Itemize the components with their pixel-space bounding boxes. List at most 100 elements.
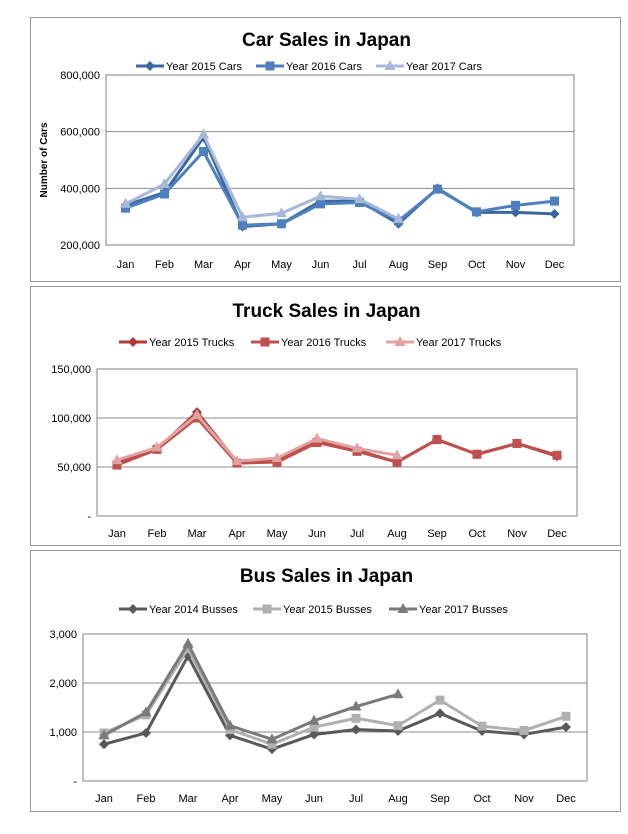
data-point xyxy=(392,457,402,467)
x-tick-label: Sep xyxy=(430,793,450,805)
legend-item: Year 2015 Cars xyxy=(136,61,243,73)
data-point xyxy=(271,452,283,463)
series-line xyxy=(116,416,558,467)
data-point xyxy=(183,644,193,654)
data-point xyxy=(224,719,236,730)
data-point xyxy=(309,729,319,740)
data-point xyxy=(277,219,286,229)
x-tick-label: Jul xyxy=(350,528,364,540)
data-point xyxy=(238,220,247,230)
car-sales-chart-panel: Car Sales in Japan Year 2015 Cars Year 201… xyxy=(30,17,621,282)
data-point xyxy=(435,695,445,705)
data-point xyxy=(182,637,194,648)
truck-sales-chart-panel: Truck Sales in Japan Year 2015 Trucks Year… xyxy=(30,286,621,546)
legend-label: Year 2015 Trucks xyxy=(149,337,235,349)
legend-marker xyxy=(128,604,138,614)
series-2 xyxy=(121,147,559,230)
x-tick-label: Jun xyxy=(308,528,326,540)
data-point xyxy=(309,722,319,732)
x-tick-label: Oct xyxy=(468,528,485,540)
data-point xyxy=(432,435,442,445)
y-tick-label: - xyxy=(73,776,77,788)
y-tick-label: 2,000 xyxy=(49,678,77,690)
x-tick-label: Aug xyxy=(388,793,408,805)
data-point xyxy=(198,128,209,139)
x-tick-label: Oct xyxy=(473,793,490,805)
plot-area xyxy=(105,74,575,246)
x-tick-label: May xyxy=(271,259,292,271)
y-tick-label: 200,000 xyxy=(60,240,100,252)
series-line xyxy=(116,410,558,464)
legend-label: Year 2016 Cars xyxy=(286,61,363,73)
x-tick-label: Dec xyxy=(545,259,565,271)
data-point xyxy=(191,409,203,420)
x-tick-label: Jan xyxy=(117,259,135,271)
x-tick-label: Jan xyxy=(108,528,126,540)
legend-marker xyxy=(262,604,272,614)
bus-sales-chart-panel: Bus Sales in Japan Year 2014 Busses Year 2… xyxy=(30,550,621,812)
legend-label: Year 2015 Cars xyxy=(166,61,243,73)
data-point xyxy=(140,706,152,717)
y-tick-label: 50,000 xyxy=(57,462,91,474)
series-3 xyxy=(111,409,403,466)
series-line xyxy=(116,413,398,463)
data-point xyxy=(112,460,122,470)
data-point xyxy=(472,449,482,459)
bus-sales-chart: Bus Sales in Japan Year 2014 Busses Year 2… xyxy=(49,566,588,805)
data-point xyxy=(267,739,277,749)
series-line xyxy=(103,647,567,746)
data-point xyxy=(392,688,404,699)
legend-item: Year 2017 Cars xyxy=(376,60,483,73)
y-tick-label: 3,000 xyxy=(49,629,77,641)
data-point xyxy=(121,203,130,213)
x-tick-label: Mar xyxy=(179,793,198,805)
data-point xyxy=(351,442,363,453)
data-point xyxy=(549,208,560,219)
chart-title: Bus Sales in Japan xyxy=(240,566,413,587)
series-1 xyxy=(99,651,571,755)
series-1 xyxy=(112,407,562,468)
legend-item: Year 2015 Busses xyxy=(253,604,372,616)
x-tick-label: Feb xyxy=(148,528,167,540)
x-tick-label: Aug xyxy=(387,528,407,540)
legend-item: Year 2017 Busses xyxy=(389,603,508,616)
x-tick-label: Sep xyxy=(427,528,447,540)
x-tick-label: Jun xyxy=(305,793,323,805)
data-point xyxy=(160,189,169,199)
data-point xyxy=(98,729,110,740)
plot-area xyxy=(82,633,588,782)
data-point xyxy=(99,739,109,750)
x-tick-label: Dec xyxy=(547,528,567,540)
data-point xyxy=(141,727,151,738)
y-tick-label: 800,000 xyxy=(60,70,100,82)
legend-marker xyxy=(265,61,275,71)
x-tick-label: Nov xyxy=(506,259,526,271)
data-point xyxy=(111,454,123,465)
x-tick-label: Aug xyxy=(389,259,409,271)
y-tick-label: - xyxy=(87,511,91,523)
data-point xyxy=(393,721,403,731)
legend-marker xyxy=(145,61,155,71)
legend-marker xyxy=(384,60,396,70)
x-tick-label: Apr xyxy=(234,259,251,271)
data-point xyxy=(552,450,562,460)
x-tick-label: Jul xyxy=(349,793,363,805)
legend-label: Year 2014 Busses xyxy=(149,604,238,616)
legend-marker xyxy=(260,337,270,347)
y-tick-label: 400,000 xyxy=(60,183,100,195)
legend-item: Year 2017 Trucks xyxy=(386,336,502,349)
legend-label: Year 2016 Trucks xyxy=(281,337,367,349)
series-3 xyxy=(120,128,404,223)
data-point xyxy=(315,190,326,201)
x-tick-label: May xyxy=(262,793,283,805)
data-point xyxy=(354,193,365,204)
data-point xyxy=(550,196,559,206)
x-tick-label: Apr xyxy=(221,793,238,805)
legend-marker xyxy=(394,336,406,346)
x-tick-label: Feb xyxy=(137,793,156,805)
truck-sales-chart: Truck Sales in Japan Year 2015 Trucks Year… xyxy=(51,301,578,540)
plot-area xyxy=(96,368,578,517)
data-point xyxy=(519,726,529,736)
y-tick-label: 100,000 xyxy=(51,413,91,425)
data-point xyxy=(276,207,287,218)
